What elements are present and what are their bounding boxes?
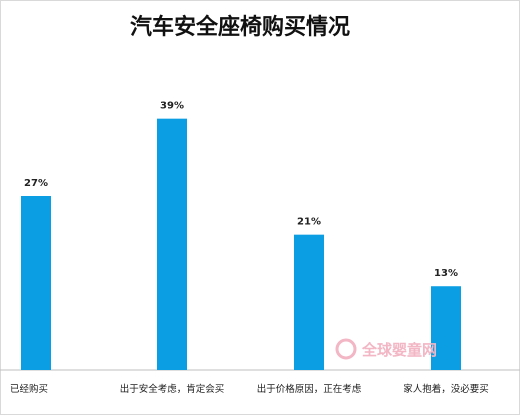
category-label-1: 已经购买: [10, 383, 48, 395]
bar-value-label-1: 27%: [24, 178, 48, 189]
category-label-2: 出于安全考虑，肯定会买: [120, 383, 225, 395]
bar-value-label-2: 39%: [160, 101, 184, 112]
bar-3: [294, 234, 324, 370]
category-label-4: 家人抱着，没必要买: [403, 383, 489, 395]
watermark: 全球婴童网: [335, 338, 437, 360]
watermark-text: 全球婴童网: [361, 341, 437, 359]
watermark-logo-icon: [335, 338, 357, 360]
bar-1: [21, 196, 51, 370]
bars-group: 27% 已经购买 39% 出于安全考虑，肯定会买 21% 出于价格原因，正在考虑 13% 家人…: [10, 101, 489, 395]
bar-4: [431, 286, 461, 370]
bar-value-label-3: 21%: [297, 217, 321, 228]
bar-value-label-4: 13%: [434, 268, 458, 279]
chart-title: 汽车安全座椅购买情况: [130, 14, 350, 40]
category-label-3: 出于价格原因，正在考虑: [257, 383, 362, 395]
bar-2: [157, 118, 187, 371]
